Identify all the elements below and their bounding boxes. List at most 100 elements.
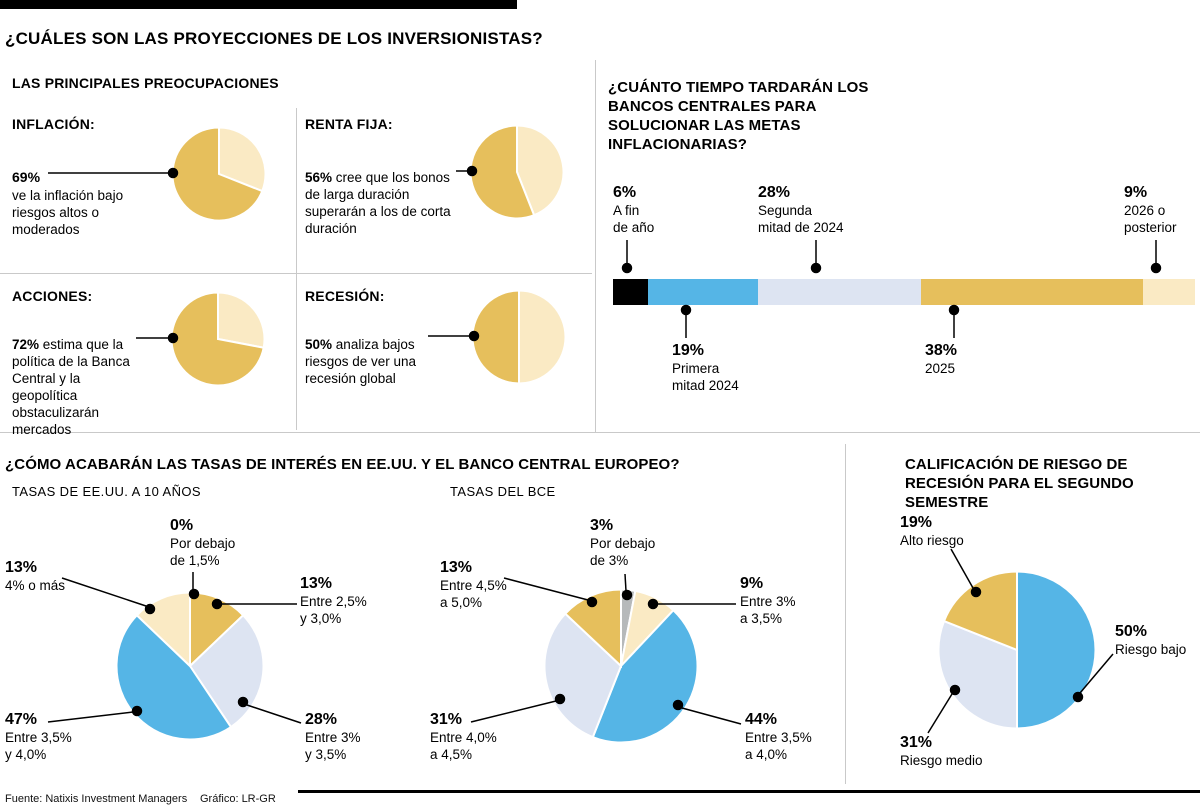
callout-text: Entre 3% y 3,5% xyxy=(305,730,361,762)
callout-pct: 6% xyxy=(613,184,637,201)
rates-title: ¿CÓMO ACABARÁN LAS TASAS DE INTERÉS EN E… xyxy=(5,456,680,474)
divider-top-sections xyxy=(595,60,596,432)
callout-pct: 13% xyxy=(300,575,333,592)
callout-text: Primera mitad 2024 xyxy=(672,361,739,393)
timeline-callout-19pct: 19% Primera mitad 2024 xyxy=(672,341,739,394)
footer-source: Fuente: Natixis Investment Managers xyxy=(5,793,188,805)
ecb-callout-13pct: 13% Entre 4,5% a 5,0% xyxy=(440,558,507,611)
us-callout-13pct-high: 13% Entre 2,5% y 3,0% xyxy=(300,574,367,627)
ecb-callout-9pct: 9% Entre 3% a 3,5% xyxy=(740,574,796,627)
callout-text: Por debajo de 1,5% xyxy=(170,536,236,568)
divider-quadrants-horizontal xyxy=(0,273,592,274)
callout-pct: 19% xyxy=(672,342,705,359)
concern-desc: cree que los bonos de larga duración sup… xyxy=(305,169,451,236)
bar-segment xyxy=(921,279,1143,305)
timeline-callout-28pct: 28% Segunda mitad de 2024 xyxy=(758,183,844,236)
divider-risk-section xyxy=(845,444,846,784)
concern-desc: ve la inflación bajo riesgos altos o mod… xyxy=(12,187,124,237)
concern-label-renta-fija: RENTA FIJA: xyxy=(305,116,393,132)
us-callout-28pct: 28% Entre 3% y 3,5% xyxy=(305,710,361,763)
callout-text: A fin de año xyxy=(613,203,655,235)
concern-pct: 72% xyxy=(12,336,40,352)
pie-chart-inflacion xyxy=(171,126,267,222)
pie-chart-recesion xyxy=(471,289,567,385)
callout-pct: 9% xyxy=(1124,184,1148,201)
callout-text: Riesgo medio xyxy=(900,753,983,768)
concerns-title: LAS PRINCIPALES PREOCUPACIONES xyxy=(12,74,279,91)
callout-text: Entre 4,0% a 4,5% xyxy=(430,730,497,762)
footer-credit: Gráfico: LR-GR xyxy=(200,793,276,805)
callout-pct: 28% xyxy=(305,711,338,728)
callout-text: 2026 o posterior xyxy=(1124,203,1177,235)
callout-text: Entre 4,5% a 5,0% xyxy=(440,578,507,610)
callout-text: Entre 3,5% y 4,0% xyxy=(5,730,72,762)
concern-desc: estima que la política de la Banca Centr… xyxy=(12,336,130,437)
pie-chart-recession-risk xyxy=(937,570,1097,730)
callout-pct: 3% xyxy=(590,517,614,534)
callout-pct: 9% xyxy=(740,575,764,592)
footer-rule xyxy=(298,790,1200,793)
risk-callout-19pct: 19% Alto riesgo xyxy=(900,513,964,549)
callout-pct: 13% xyxy=(5,559,38,576)
callout-pct: 50% xyxy=(1115,623,1148,640)
callout-text: Entre 2,5% y 3,0% xyxy=(300,594,367,626)
callout-pct: 28% xyxy=(758,184,791,201)
callout-text: Segunda mitad de 2024 xyxy=(758,203,844,235)
timeline-callout-6pct: 6% A fin de año xyxy=(613,183,654,236)
callout-text: Alto riesgo xyxy=(900,533,964,548)
concern-label-recesion: RECESIÓN: xyxy=(305,288,385,304)
callout-pct: 0% xyxy=(170,517,194,534)
pie-chart-acciones xyxy=(170,291,266,387)
pie-chart-ecb-rates xyxy=(543,588,699,744)
page-title: ¿CUÁLES SON LAS PROYECCIONES DE LOS INVE… xyxy=(5,29,543,49)
bar-segment xyxy=(758,279,922,305)
concern-desc: analiza bajos riesgos de ver una recesió… xyxy=(305,336,417,386)
concern-text-renta-fija: 56% cree que los bonos de larga duración… xyxy=(305,169,463,237)
callout-text: 4% o más xyxy=(5,578,66,593)
callout-pct: 47% xyxy=(5,711,38,728)
concern-pct: 50% xyxy=(305,336,333,352)
concern-label-inflacion: INFLACIÓN: xyxy=(12,116,95,132)
callout-pct: 13% xyxy=(440,559,473,576)
us-callout-13pct-more: 13% 4% o más xyxy=(5,558,65,594)
callout-pct: 31% xyxy=(430,711,463,728)
bar-segment xyxy=(613,279,648,305)
divider-bottom-section xyxy=(0,432,1200,433)
callout-pct: 19% xyxy=(900,514,933,531)
callout-text: Entre 3% a 3,5% xyxy=(740,594,796,626)
concern-text-inflacion: 69% ve la inflación bajo riesgos altos o … xyxy=(12,169,130,238)
concern-text-acciones: 72% estima que la política de la Banca C… xyxy=(12,336,140,438)
us-rates-subtitle: TASAS DE EE.UU. A 10 AÑOS xyxy=(12,484,201,499)
callout-text: 2025 xyxy=(925,361,956,376)
risk-callout-50pct: 50% Riesgo bajo xyxy=(1115,622,1186,658)
callout-pct: 44% xyxy=(745,711,778,728)
risk-title: CALIFICACIÓN DE RIESGO DE RECESIÓN PARA … xyxy=(905,456,1134,512)
concern-pct: 56% xyxy=(305,169,333,185)
concern-label-acciones: ACCIONES: xyxy=(12,288,93,304)
ecb-callout-31pct: 31% Entre 4,0% a 4,5% xyxy=(430,710,497,763)
title-accent-bar xyxy=(0,0,517,9)
bar-segment xyxy=(1142,279,1195,305)
timeline-callout-9pct: 9% 2026 o posterior xyxy=(1124,183,1177,236)
risk-callout-31pct: 31% Riesgo medio xyxy=(900,733,983,769)
ecb-rates-subtitle: TASAS DEL BCE xyxy=(450,484,556,499)
callout-pct: 38% xyxy=(925,342,958,359)
pie-chart-renta-fija xyxy=(469,124,565,220)
bar-segment xyxy=(647,279,759,305)
callout-text: Por debajo de 3% xyxy=(590,536,656,568)
pie-chart-us-rates xyxy=(115,591,265,741)
callout-pct: 31% xyxy=(900,734,933,751)
concern-text-recesion: 50% analiza bajos riesgos de ver una rec… xyxy=(305,336,433,387)
ecb-callout-3pct: 3% Por debajo de 3% xyxy=(590,516,655,569)
us-callout-0pct: 0% Por debajo de 1,5% xyxy=(170,516,235,569)
callout-text: Riesgo bajo xyxy=(1115,642,1187,657)
timeline-title: ¿CUÁNTO TIEMPO TARDARÁN LOS BANCOS CENTR… xyxy=(608,79,869,154)
us-callout-47pct: 47% Entre 3,5% y 4,0% xyxy=(5,710,72,763)
timeline-stacked-bar xyxy=(613,279,1195,305)
callout-text: Entre 3,5% a 4,0% xyxy=(745,730,812,762)
divider-quadrants-vertical xyxy=(296,108,297,430)
concern-pct: 69% xyxy=(12,168,41,185)
timeline-callout-38pct: 38% 2025 xyxy=(925,341,957,377)
ecb-callout-44pct: 44% Entre 3,5% a 4,0% xyxy=(745,710,812,763)
